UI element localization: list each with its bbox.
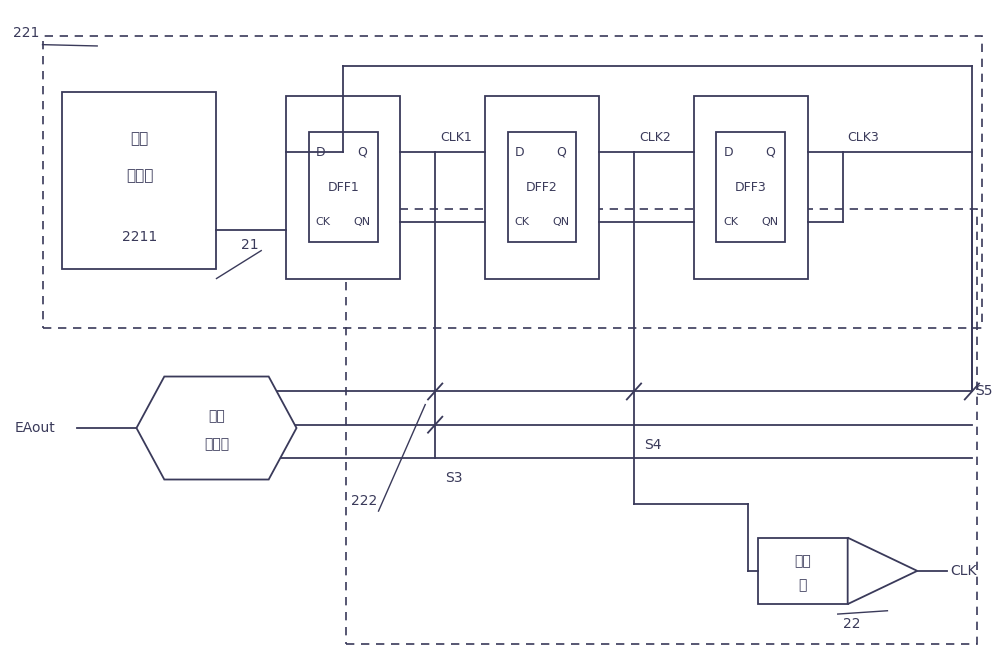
Text: S5: S5 (975, 385, 992, 399)
Text: QN: QN (354, 217, 371, 227)
Polygon shape (136, 377, 297, 480)
Text: 参考: 参考 (130, 131, 149, 146)
Text: CK: CK (515, 217, 530, 227)
Bar (286, 96, 400, 279)
Text: CK: CK (316, 217, 331, 227)
Bar (694, 96, 808, 279)
Text: S3: S3 (445, 471, 463, 485)
Text: DFF3: DFF3 (735, 181, 767, 194)
Text: 22: 22 (843, 617, 860, 631)
Text: QN: QN (761, 217, 778, 227)
Text: 缓冲: 缓冲 (795, 554, 811, 568)
Text: D: D (316, 145, 325, 159)
Bar (346, 209, 977, 644)
Text: D: D (515, 145, 524, 159)
Text: CLK: CLK (950, 564, 977, 578)
Text: D: D (723, 145, 733, 159)
Text: 时钟源: 时钟源 (126, 168, 153, 183)
Text: QN: QN (552, 217, 569, 227)
Bar (758, 537, 848, 604)
Bar (62, 92, 216, 269)
Text: CLK2: CLK2 (639, 131, 671, 144)
Text: CLK3: CLK3 (848, 131, 879, 144)
Text: 模数: 模数 (208, 409, 225, 423)
Text: 2211: 2211 (122, 230, 157, 244)
Text: 转换器: 转换器 (204, 438, 229, 452)
Text: CK: CK (723, 217, 738, 227)
Text: Q: Q (357, 145, 367, 159)
Text: Q: Q (556, 145, 566, 159)
Text: 21: 21 (241, 239, 259, 253)
Bar (508, 133, 576, 242)
Text: DFF1: DFF1 (327, 181, 359, 194)
Bar (309, 133, 378, 242)
Text: 221: 221 (13, 25, 39, 40)
Bar (485, 96, 599, 279)
Text: S4: S4 (644, 438, 661, 452)
Text: DFF2: DFF2 (526, 181, 558, 194)
Text: Q: Q (765, 145, 775, 159)
Polygon shape (848, 537, 917, 604)
Bar (43, 36, 982, 328)
Text: EAout: EAout (15, 421, 55, 435)
Text: 器: 器 (799, 578, 807, 592)
Bar (716, 133, 785, 242)
Text: CLK1: CLK1 (440, 131, 472, 144)
Text: 222: 222 (351, 494, 377, 508)
